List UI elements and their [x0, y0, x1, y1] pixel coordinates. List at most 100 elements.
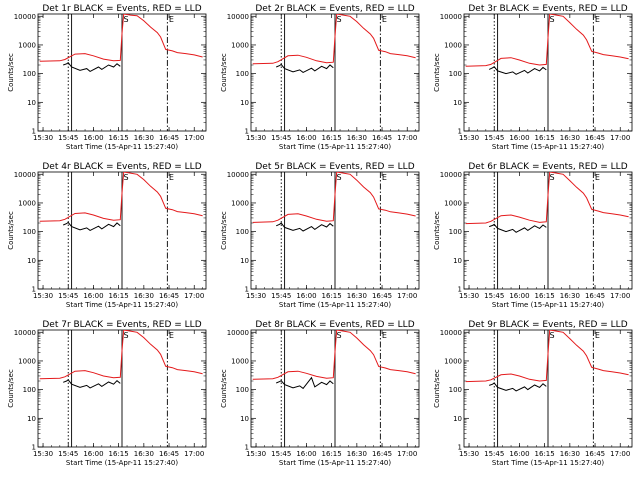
marker-label: E — [169, 173, 174, 182]
y-tick-label: 10 — [453, 99, 462, 107]
x-tick-label: 16:45 — [159, 292, 179, 300]
x-tick-label: 16:45 — [159, 134, 179, 142]
x-axis-label: Start Time (15-Apr-11 15:27:40) — [279, 301, 391, 309]
y-tick-label: 10 — [27, 257, 36, 265]
marker-label: S — [337, 15, 342, 24]
series-line — [39, 330, 203, 380]
x-tick-label: 17:00 — [610, 134, 630, 142]
y-tick-label: 1 — [245, 128, 249, 136]
x-tick-label: 16:30 — [560, 450, 580, 458]
y-tick-label: 100 — [236, 386, 249, 394]
y-tick-label: 1 — [32, 286, 36, 294]
x-tick-label: 16:45 — [372, 134, 392, 142]
x-tick-label: 15:45 — [58, 450, 78, 458]
series-line — [39, 14, 203, 62]
x-axis-label: Start Time (15-Apr-11 15:27:40) — [279, 143, 391, 151]
x-axis-label: Start Time (15-Apr-11 15:27:40) — [66, 143, 178, 151]
y-tick-label: 10000 — [440, 171, 462, 179]
marker-label: S — [124, 331, 129, 340]
series-line — [63, 221, 121, 231]
x-tick-label: 15:45 — [484, 450, 504, 458]
series-line — [252, 172, 416, 223]
y-axis-label: Counts/sec — [220, 53, 228, 92]
chart-title: Det 9r BLACK = Events, RED = LLD — [468, 320, 627, 330]
chart-panel: Det 7r BLACK = Events, RED = LLD 15:30 15:… — [7, 320, 207, 467]
chart-panel: Det 8r BLACK = Events, RED = LLD 15:30 15:… — [220, 320, 420, 467]
x-axis-label: Start Time (15-Apr-11 15:27:40) — [66, 459, 178, 467]
y-tick-label: 10 — [453, 257, 462, 265]
x-tick-label: 15:30 — [33, 450, 53, 458]
y-tick-label: 10000 — [14, 13, 36, 21]
y-tick-label: 10000 — [440, 329, 462, 337]
marker-label: E — [169, 331, 174, 340]
x-tick-label: 16:30 — [347, 292, 367, 300]
y-axis-label: Counts/sec — [220, 369, 228, 408]
chart-panel: Det 5r BLACK = Events, RED = LLD 15:30 15:… — [220, 162, 420, 309]
y-tick-label: 10000 — [14, 329, 36, 337]
marker-label: E — [595, 15, 600, 24]
x-tick-label: 16:45 — [372, 292, 392, 300]
x-tick-label: 16:00 — [296, 134, 316, 142]
chart-title: Det 7r BLACK = Events, RED = LLD — [42, 320, 201, 330]
y-tick-label: 100 — [449, 386, 462, 394]
y-tick-label: 10 — [27, 415, 36, 423]
y-tick-label: 1 — [458, 286, 462, 294]
chart-panel: Det 4r BLACK = Events, RED = LLD 15:30 15:… — [7, 162, 207, 309]
marker-label: E — [595, 173, 600, 182]
marker-label: E — [595, 331, 600, 340]
y-tick-label: 100 — [23, 386, 36, 394]
x-tick-label: 15:45 — [484, 292, 504, 300]
x-tick-label: 15:45 — [271, 134, 291, 142]
x-tick-label: 17:00 — [610, 450, 630, 458]
x-tick-label: 16:00 — [83, 450, 103, 458]
y-tick-label: 1 — [32, 128, 36, 136]
x-tick-label: 16:15 — [109, 292, 129, 300]
y-tick-label: 1000 — [18, 357, 36, 365]
x-tick-label: 17:00 — [397, 134, 417, 142]
x-tick-label: 16:15 — [535, 292, 555, 300]
x-tick-label: 15:45 — [58, 134, 78, 142]
chart-title: Det 5r BLACK = Events, RED = LLD — [255, 162, 414, 172]
y-tick-label: 10 — [453, 415, 462, 423]
x-tick-label: 16:30 — [560, 292, 580, 300]
marker-label: S — [124, 15, 129, 24]
series-line — [465, 172, 629, 225]
y-axis-label: Counts/sec — [433, 211, 441, 250]
x-axis-label: Start Time (15-Apr-11 15:27:40) — [492, 143, 604, 151]
y-tick-label: 10000 — [14, 171, 36, 179]
y-tick-label: 10 — [240, 415, 249, 423]
x-tick-label: 16:15 — [535, 450, 555, 458]
x-tick-label: 16:45 — [159, 450, 179, 458]
series-line — [252, 14, 416, 65]
x-tick-label: 16:45 — [585, 134, 605, 142]
y-axis-label: Counts/sec — [7, 211, 15, 250]
y-axis-label: Counts/sec — [433, 369, 441, 408]
x-tick-label: 15:30 — [246, 134, 266, 142]
y-tick-label: 1000 — [444, 41, 462, 49]
x-tick-label: 15:30 — [246, 450, 266, 458]
y-tick-label: 100 — [23, 70, 36, 78]
series-line — [489, 382, 547, 392]
marker-label: S — [124, 173, 129, 182]
y-tick-label: 10000 — [227, 13, 249, 21]
y-axis-label: Counts/sec — [433, 53, 441, 92]
y-tick-label: 1000 — [444, 199, 462, 207]
x-tick-label: 16:30 — [347, 134, 367, 142]
y-tick-label: 1000 — [231, 41, 249, 49]
series-line — [465, 14, 629, 67]
x-tick-label: 16:30 — [347, 450, 367, 458]
series-line — [488, 66, 547, 75]
x-tick-label: 15:30 — [246, 292, 266, 300]
x-tick-label: 16:30 — [134, 134, 154, 142]
x-tick-label: 16:00 — [296, 450, 316, 458]
x-tick-label: 16:30 — [134, 292, 154, 300]
y-tick-label: 100 — [236, 70, 249, 78]
marker-label: E — [382, 15, 387, 24]
marker-label: S — [337, 331, 342, 340]
y-tick-label: 1000 — [18, 41, 36, 49]
x-tick-label: 15:30 — [33, 292, 53, 300]
marker-label: E — [382, 173, 387, 182]
series-line — [275, 222, 334, 232]
series-line — [39, 172, 203, 222]
